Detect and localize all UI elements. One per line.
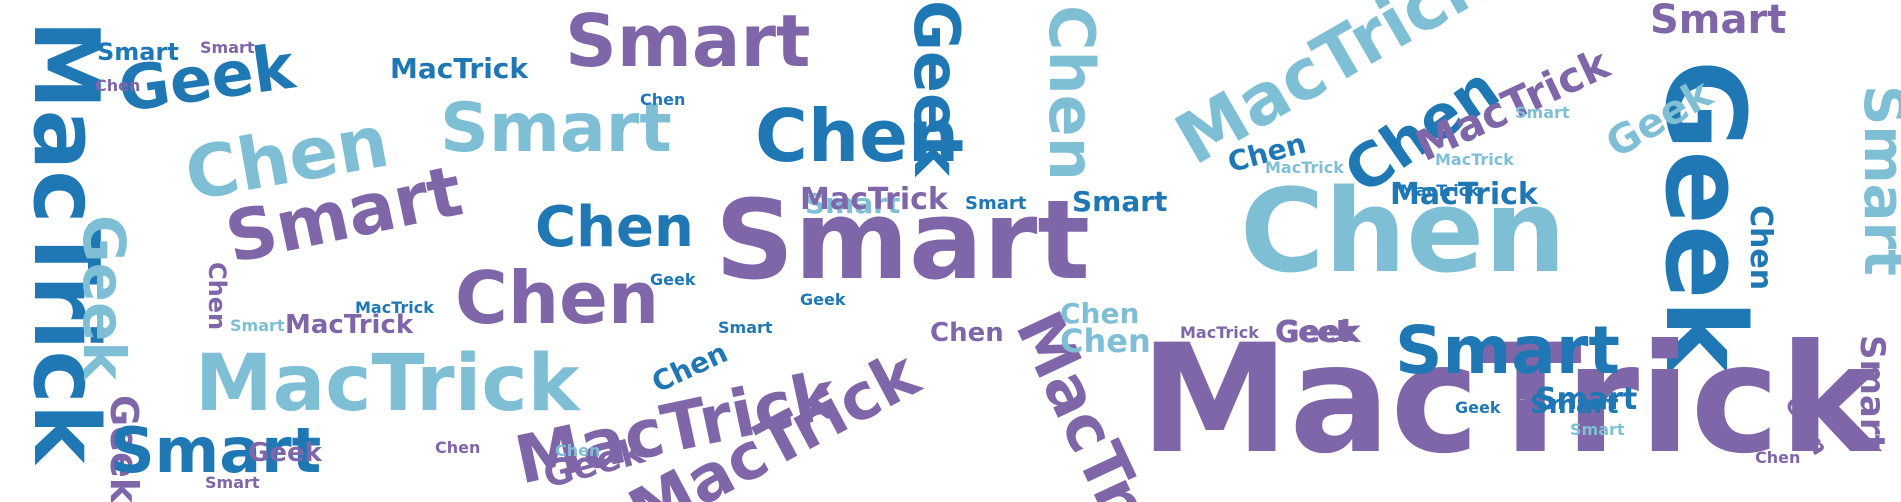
cloud-word: Chen [1755, 448, 1801, 467]
cloud-word: Smart [718, 318, 773, 337]
cloud-word: Geek [1310, 330, 1313, 331]
cloud-word: Smart [1530, 390, 1619, 420]
cloud-word: MacTrick [1390, 177, 1538, 212]
cloud-word: Geek [248, 438, 322, 468]
cloud-word: Geek [1060, 300, 1063, 301]
cloud-word: Geek [1275, 315, 1361, 350]
cloud-word: MacTrick [1140, 313, 1880, 487]
cloud-word: Smart [715, 176, 1090, 304]
cloud-word: Smart [1515, 103, 1570, 122]
cloud-word: Geek [1455, 398, 1501, 417]
cloud-word: Chen [203, 262, 231, 331]
cloud-word: MacTrick [355, 298, 434, 317]
cloud-word: Chen [1743, 205, 1778, 291]
cloud-word: Chen [95, 76, 141, 95]
cloud-word: MacTrick [1265, 158, 1344, 177]
cloud-word: Smart [97, 38, 179, 66]
cloud-word: Geek [1275, 315, 1361, 350]
cloud-word: MacTrick [1435, 150, 1514, 169]
cloud-word: Smart [200, 38, 255, 57]
cloud-word: Chen [1035, 5, 1108, 181]
cloud-word: Smart [565, 0, 811, 83]
cloud-word: MacTrick [1400, 181, 1479, 200]
cloud-word: MacTrick [1180, 323, 1259, 342]
cloud-word: Chen [1060, 315, 1063, 316]
cloud-word: Smart [110, 414, 322, 487]
cloud-word: MacTrick [285, 310, 414, 340]
cloud-word: Smart [1072, 185, 1168, 218]
cloud-word: Chen [535, 195, 694, 260]
cloud-word: Geek [1275, 315, 1355, 348]
cloud-word: Smart [1852, 335, 1892, 451]
cloud-word: Geek [1275, 315, 1361, 350]
cloud-word: Chen [1060, 297, 1140, 330]
cloud-word: Smart [805, 187, 901, 220]
cloud-word: Chen [455, 256, 660, 340]
cloud-word: Smart [440, 89, 672, 168]
cloud-word: MacTrick [195, 339, 580, 429]
cloud-word: Smart [1650, 0, 1787, 43]
cloud-word: Geek [800, 290, 846, 309]
cloud-word: Chen [1060, 322, 1151, 360]
cloud-word: MacTrick [800, 182, 948, 217]
cloud-word: MacTrick [390, 52, 529, 85]
cloud-word: Smart [230, 316, 285, 335]
cloud-word: Smart [1570, 420, 1625, 439]
cloud-word: Smart [1535, 382, 1638, 417]
cloud-word: Smart [205, 473, 260, 492]
cloud-word: Chen [435, 438, 481, 457]
cloud-word: Geek [650, 270, 696, 289]
cloud-word: MacTrick [1520, 400, 1525, 401]
cloud-word: Chen [635, 95, 638, 96]
cloud-word: Smart [1851, 85, 1901, 276]
cloud-word: Geek [900, 0, 973, 177]
cloud-word: Chen [1240, 165, 1567, 299]
cloud-word: Chen [640, 90, 686, 109]
cloud-word: Chen [555, 441, 601, 460]
cloud-word: MacTrick [1440, 155, 1445, 156]
cloud-word: Smart [1535, 382, 1638, 417]
cloud-word: Geek [70, 215, 138, 380]
cloud-word: Smart [965, 193, 1027, 214]
cloud-word: Chen [930, 318, 1004, 348]
cloud-word: Chen [755, 94, 960, 178]
cloud-word: Smart [1395, 312, 1620, 389]
